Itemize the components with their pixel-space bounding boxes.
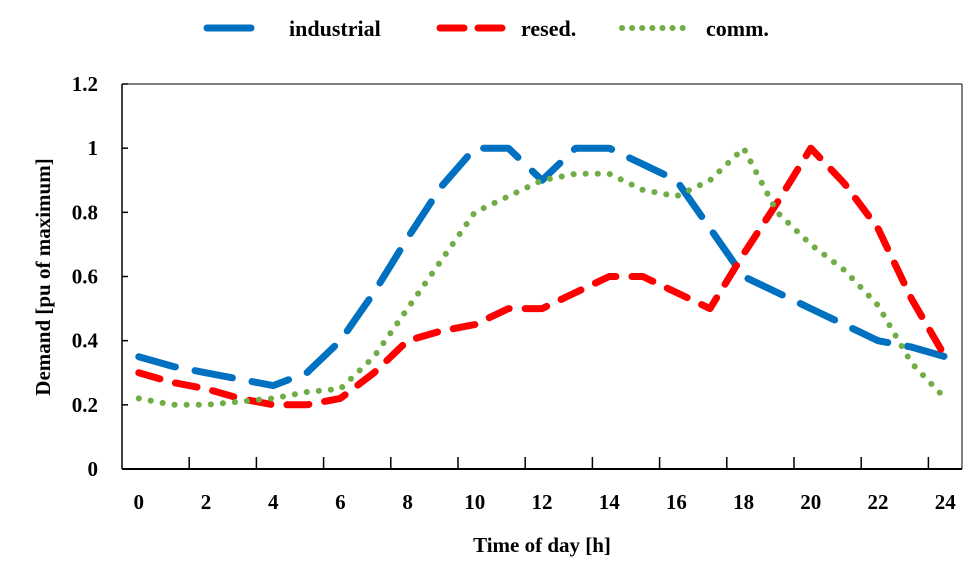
x-tick-label: 6 <box>335 490 346 514</box>
x-tick-label: 20 <box>800 490 821 514</box>
x-tick-label: 14 <box>599 490 621 514</box>
series-line-comm <box>135 145 949 408</box>
y-tick-label: 0.2 <box>72 393 98 417</box>
x-tick-label: 18 <box>733 490 754 514</box>
y-tick-label: 0.8 <box>72 200 98 224</box>
legend-label: industrial <box>289 16 381 41</box>
x-tick-label: 22 <box>868 490 889 514</box>
series-line-resed <box>135 144 949 409</box>
x-tick-label: 8 <box>402 490 413 514</box>
plot-area: 00.20.40.60.811.20 2 4 6 8 10 12 14 16 18 20 22 24 <box>72 72 963 514</box>
x-tick-label: 4 <box>268 490 279 514</box>
legend: industrial resed. comm. <box>203 16 769 41</box>
x-tick-label: 2 <box>201 490 212 514</box>
y-tick-label: 1.2 <box>72 72 98 96</box>
x-tick-label: 12 <box>532 490 553 514</box>
y-axis-label: Demand [pu of maximum] <box>31 158 55 395</box>
x-tick-label: 16 <box>666 490 687 514</box>
x-tick-label: 24 <box>935 490 957 514</box>
x-tick-label: 10 <box>464 490 485 514</box>
legend-label: resed. <box>521 16 576 41</box>
series-line-industrial <box>135 144 949 390</box>
y-tick-label: 0 <box>88 457 99 481</box>
y-tick-label: 0.4 <box>72 329 99 353</box>
y-tick-label: 1 <box>88 136 99 160</box>
x-axis-label: Time of day [h] <box>473 533 611 557</box>
y-tick-label: 0.6 <box>72 265 98 289</box>
legend-label: comm. <box>706 16 769 41</box>
x-tick-label: 0 <box>134 490 145 514</box>
